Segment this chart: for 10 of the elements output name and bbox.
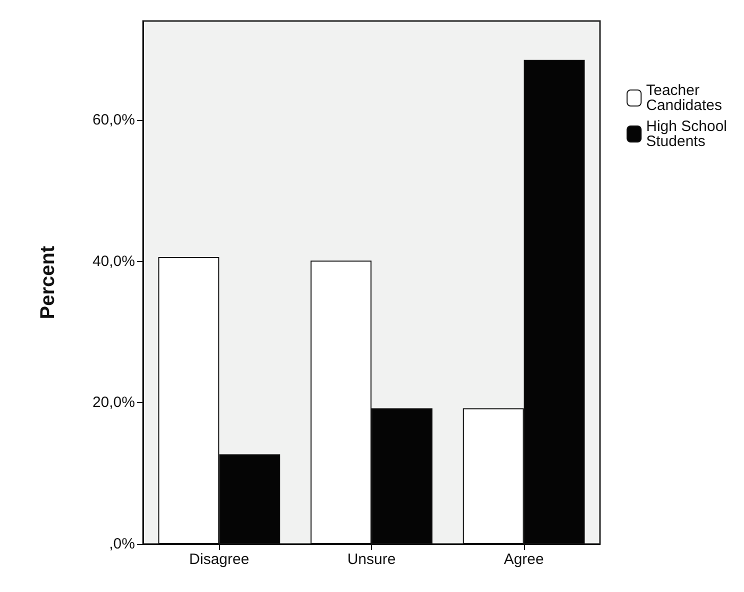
x-tick-label: Disagree xyxy=(189,551,250,568)
y-tick-label: ,0% xyxy=(109,536,135,552)
x-tick-label: Agree xyxy=(504,551,544,568)
y-tick-label: 40,0% xyxy=(92,252,135,270)
y-axis-title: Percent xyxy=(37,245,59,320)
legend-label: Teacher Candidates xyxy=(646,82,722,114)
y-tick-label: 20,0% xyxy=(92,394,135,412)
legend-label: High School Students xyxy=(646,118,728,150)
y-tick-label: 60,0% xyxy=(92,111,135,128)
x-tick-label: Unsure xyxy=(347,551,396,568)
